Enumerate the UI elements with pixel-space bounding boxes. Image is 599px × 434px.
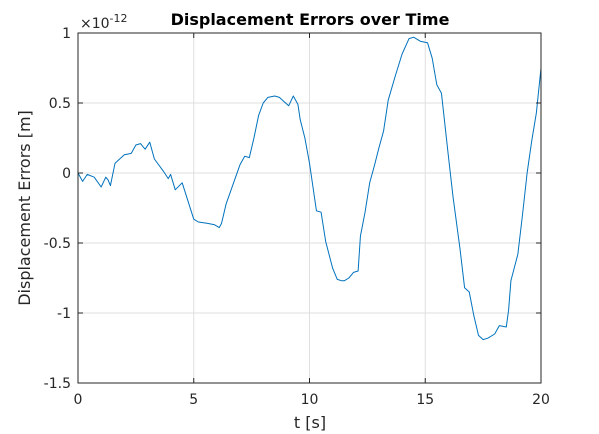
y-tick-label: -1 bbox=[57, 306, 71, 322]
x-tick-label: 15 bbox=[416, 392, 434, 408]
chart-title: Displacement Errors over Time bbox=[171, 10, 450, 29]
x-tick-label: 10 bbox=[301, 392, 319, 408]
series-line bbox=[77, 36, 542, 341]
y-exponent-base: ×10 bbox=[80, 16, 110, 32]
y-tick-label: -0.5 bbox=[44, 236, 71, 252]
y-tick-label: 0 bbox=[62, 166, 71, 182]
y-tick-label: 1 bbox=[62, 26, 71, 42]
grid-lines bbox=[77, 32, 542, 384]
x-axis-label: t [s] bbox=[294, 413, 326, 432]
x-tick-labels: 0 5 10 15 20 bbox=[74, 392, 550, 408]
axes-box bbox=[77, 32, 542, 384]
y-tick-label: -1.5 bbox=[44, 376, 71, 392]
data-series bbox=[77, 36, 542, 341]
x-tick-label: 0 bbox=[74, 392, 83, 408]
y-exponent: ×10-12 bbox=[80, 12, 128, 32]
y-tick-labels: -1.5 -1 -0.5 0 0.5 1 bbox=[44, 26, 71, 392]
x-tick-label: 20 bbox=[532, 392, 550, 408]
y-axis-label: Displacement Errors [m] bbox=[15, 110, 34, 306]
y-tick-label: 0.5 bbox=[49, 96, 71, 112]
y-exponent-power: -12 bbox=[110, 12, 128, 25]
x-tick-label: 5 bbox=[189, 392, 198, 408]
